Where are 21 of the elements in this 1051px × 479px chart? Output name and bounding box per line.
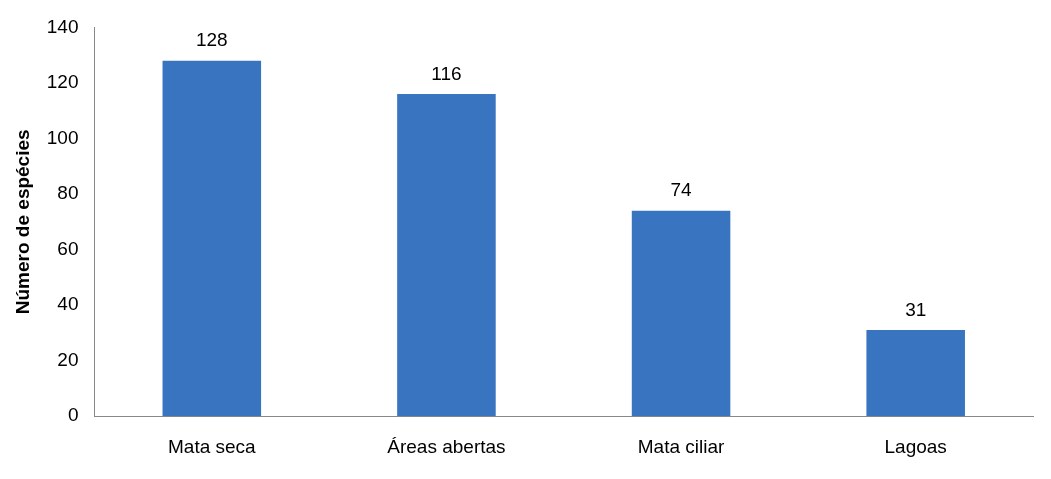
data-label: 31 [905, 298, 927, 320]
x-tick-label: Lagoas [884, 435, 947, 457]
bar [631, 210, 731, 417]
y-tick-label: 0 [67, 404, 79, 426]
y-tick-label: 40 [57, 293, 79, 315]
data-label: 116 [431, 62, 462, 84]
x-tick-label: Mata seca [167, 435, 257, 457]
x-tick-label: Mata ciliar [637, 435, 726, 457]
bar [162, 60, 262, 417]
y-tick-label: 100 [46, 126, 79, 148]
data-label: 74 [670, 179, 693, 201]
x-tick-label: Áreas abertas [387, 435, 506, 457]
y-tick-label: 20 [57, 348, 79, 370]
bar [397, 94, 496, 417]
y-tick-label: 120 [46, 71, 79, 93]
y-tick-label: 60 [57, 237, 79, 259]
y-tick-label: 80 [57, 182, 79, 204]
y-tick-label: 140 [46, 15, 79, 37]
y-axis-title: Número de espécies [11, 129, 33, 315]
bar [866, 330, 965, 417]
data-label: 128 [195, 29, 228, 51]
